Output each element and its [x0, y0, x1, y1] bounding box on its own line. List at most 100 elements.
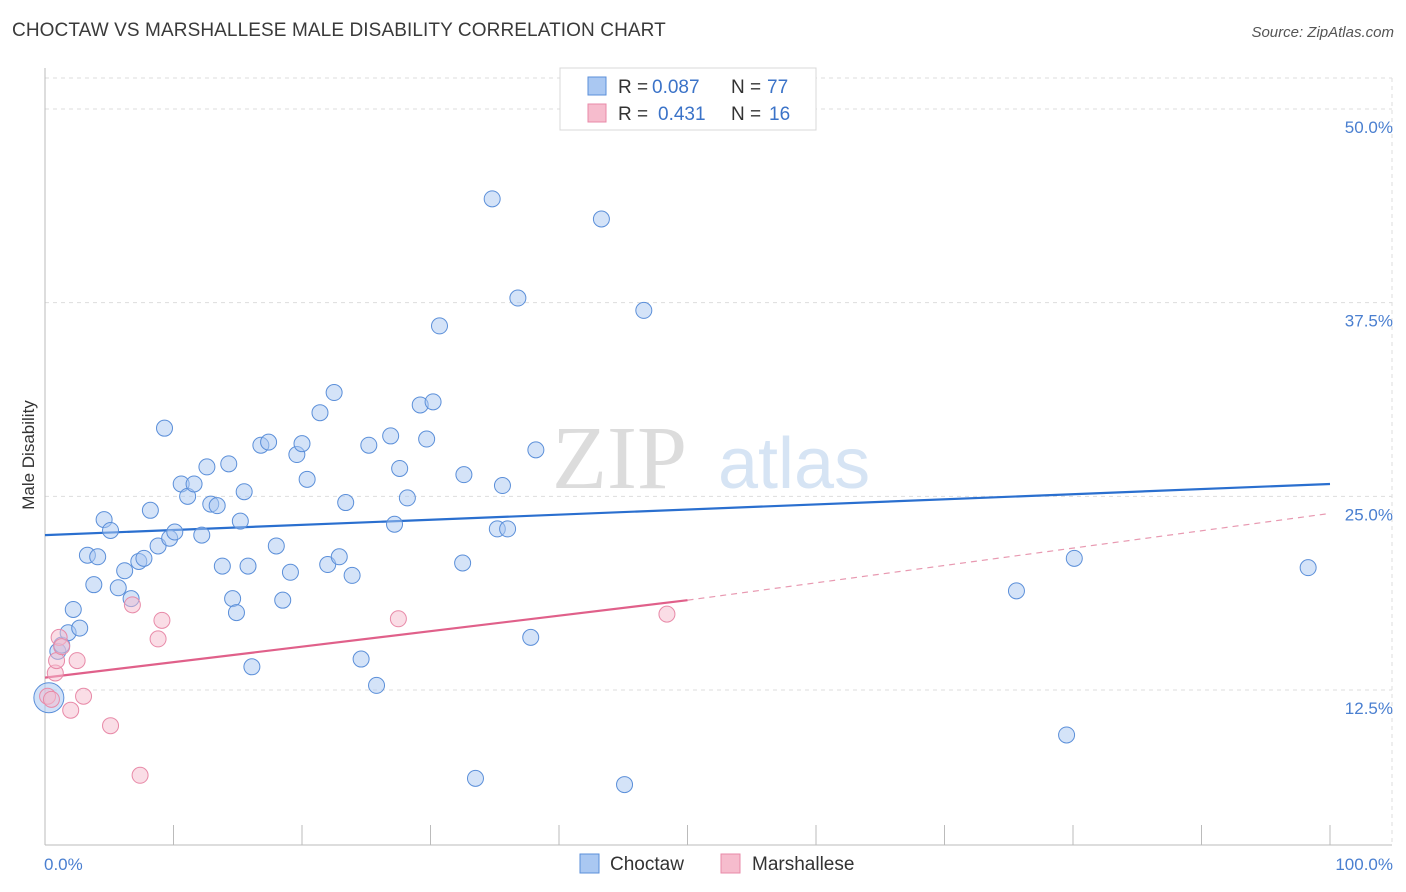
point-choctaw-61	[454, 554, 472, 572]
point-choctaw-43	[298, 470, 316, 488]
point-choctaw-10	[102, 521, 120, 539]
point-choctaw-64	[483, 190, 501, 208]
point-choctaw-35	[243, 658, 261, 676]
point-choctaw-24	[193, 526, 211, 544]
point-choctaw-15	[135, 549, 153, 567]
y-tick-label-2: 37.5%	[1345, 312, 1393, 331]
point-choctaw-63	[466, 769, 484, 787]
point-choctaw-5	[71, 619, 89, 637]
point-marshallese-8	[75, 687, 93, 705]
x-tick-label-0: 0.0%	[44, 855, 83, 874]
point-choctaw-48	[337, 494, 355, 512]
watermark-zip: ZIP	[552, 409, 687, 508]
point-choctaw-20	[166, 523, 184, 541]
point-choctaw-50	[352, 650, 370, 668]
legend-n-value-marshallese: 16	[769, 104, 790, 125]
point-choctaw-46	[325, 384, 343, 402]
point-choctaw-69	[522, 628, 540, 646]
point-choctaw-37	[260, 433, 278, 451]
bottom-legend-swatch-choctaw	[579, 853, 600, 874]
point-choctaw-39	[274, 591, 292, 609]
point-choctaw-68	[509, 289, 527, 307]
point-choctaw-27	[208, 497, 226, 515]
point-choctaw-51	[360, 436, 378, 454]
point-choctaw-62	[455, 466, 473, 484]
legend-r-label-marshallese: R =	[618, 104, 648, 125]
bottom-legend-swatch-marshallese	[720, 853, 741, 874]
point-choctaw-8	[89, 548, 107, 566]
point-marshallese-11	[131, 766, 149, 784]
point-choctaw-55	[391, 459, 409, 477]
legend-r-value-marshallese: 0.431	[658, 104, 706, 125]
legend-n-label-marshallese: N =	[731, 104, 761, 125]
point-choctaw-12	[116, 562, 134, 580]
point-choctaw-7	[85, 576, 103, 594]
point-choctaw-66	[493, 477, 511, 495]
point-choctaw-72	[616, 776, 634, 794]
y-tick-label-1: 25.0%	[1345, 505, 1393, 524]
point-choctaw-44	[311, 404, 329, 422]
point-choctaw-56	[398, 489, 416, 507]
point-choctaw-60	[430, 317, 448, 335]
point-choctaw-59	[424, 393, 442, 411]
point-choctaw-73	[635, 301, 653, 319]
point-marshallese-10	[123, 596, 141, 614]
point-choctaw-38	[267, 537, 285, 555]
point-choctaw-77	[1299, 559, 1317, 577]
y-tick-labels: 12.5% 25.0% 37.5% 50.0%	[1345, 118, 1393, 718]
data-points	[33, 190, 1317, 794]
legend-swatch-marshallese	[587, 103, 607, 123]
point-marshallese-1	[42, 690, 60, 708]
point-choctaw-25	[198, 458, 216, 476]
point-choctaw-58	[418, 430, 436, 448]
point-choctaw-47	[330, 548, 348, 566]
point-choctaw-54	[386, 515, 404, 533]
legend-r-label-choctaw: R =	[618, 77, 648, 98]
point-choctaw-70	[527, 441, 545, 459]
point-choctaw-28	[213, 557, 231, 575]
bottom-legend: Choctaw Marshallese	[579, 853, 854, 875]
point-choctaw-67	[499, 520, 517, 538]
point-choctaw-34	[239, 557, 257, 575]
point-choctaw-4	[64, 600, 82, 618]
point-choctaw-75	[1058, 726, 1076, 744]
point-marshallese-12	[149, 630, 167, 648]
point-choctaw-42	[293, 435, 311, 453]
point-choctaw-29	[220, 455, 238, 473]
point-choctaw-16	[141, 501, 159, 519]
bottom-legend-choctaw: Choctaw	[610, 854, 684, 875]
legend-box: R = 0.087 N = 77 R = 0.431 N = 16	[559, 67, 817, 131]
point-choctaw-32	[231, 512, 249, 530]
point-marshallese-15	[658, 605, 676, 623]
point-marshallese-13	[153, 611, 171, 629]
point-choctaw-18	[156, 419, 174, 437]
point-marshallese-6	[62, 701, 80, 719]
point-marshallese-5	[53, 638, 71, 656]
point-choctaw-11	[109, 579, 127, 597]
source-label: Source: ZipAtlas.com	[1251, 24, 1394, 41]
point-choctaw-33	[235, 483, 253, 501]
y-tick-label-3: 50.0%	[1345, 118, 1393, 137]
y-tick-label-0: 12.5%	[1345, 699, 1393, 718]
legend-r-value-choctaw: 0.087	[652, 77, 700, 98]
point-marshallese-9	[102, 717, 120, 735]
legend-swatch-choctaw	[587, 76, 607, 96]
point-choctaw-40	[281, 563, 299, 581]
legend-n-label-choctaw: N =	[731, 77, 761, 98]
trend-line-marshallese	[44, 599, 688, 679]
point-choctaw-31	[227, 604, 245, 622]
point-choctaw-74	[1007, 582, 1025, 600]
trend-line-dashed-marshallese	[687, 512, 1331, 601]
point-choctaw-52	[368, 676, 386, 694]
trend-lines	[44, 482, 1331, 679]
point-choctaw-71	[592, 210, 610, 228]
point-marshallese-7	[68, 652, 86, 670]
point-choctaw-23	[185, 475, 203, 493]
point-choctaw-30	[224, 590, 242, 608]
x-tick-labels: 0.0% 100.0%	[44, 855, 1393, 874]
point-choctaw-53	[382, 427, 400, 445]
point-choctaw-76	[1065, 549, 1083, 567]
y-axis-title: Male Disability	[19, 400, 38, 510]
chart-title: CHOCTAW VS MARSHALLESE MALE DISABILITY C…	[12, 20, 666, 41]
